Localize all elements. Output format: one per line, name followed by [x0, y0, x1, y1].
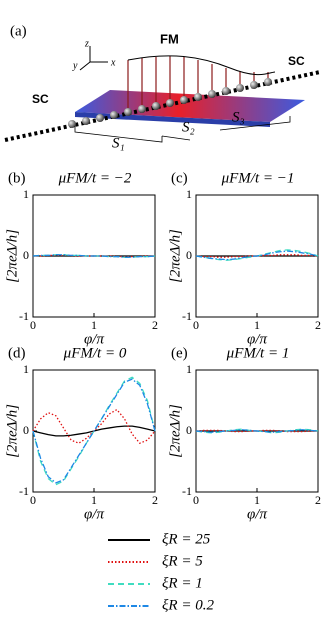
- y-tick-label: 1: [186, 362, 192, 376]
- sc-label: SC: [32, 92, 49, 106]
- profile-curve: [127, 55, 276, 76]
- region-label: S₂: [182, 119, 195, 135]
- series-line: [32, 254, 156, 258]
- sc-label: SC: [288, 54, 305, 68]
- x-tick-label: 0: [193, 318, 199, 332]
- y-axis-label: [2πeΔ/h]: [167, 229, 183, 283]
- y-tick-label: 0: [186, 423, 192, 437]
- legend-label: ξR = 1: [162, 575, 203, 591]
- y-tick-label: -1: [19, 484, 29, 498]
- ferromagnet-slab: [75, 90, 305, 122]
- x-tick-label: 2: [315, 318, 321, 332]
- x-tick-label: 2: [152, 493, 158, 507]
- y-tick-label: 0: [23, 423, 29, 437]
- chart-title: μFM/t = 1: [226, 345, 290, 361]
- y-tick-label: 1: [23, 187, 29, 201]
- y-tick-label: 1: [23, 362, 29, 376]
- x-tick-label: 1: [91, 318, 97, 332]
- x-tick-label: 2: [315, 493, 321, 507]
- x-axis-label: φ/π: [247, 331, 267, 347]
- series-line: [195, 254, 319, 258]
- y-axis-label: [2πeΔ/h]: [4, 404, 20, 458]
- fm-label: FM: [160, 31, 179, 46]
- x-tick-label: 1: [254, 493, 260, 507]
- series-line: [195, 250, 319, 261]
- panel-label: (c): [171, 170, 188, 186]
- series-line: [195, 429, 319, 433]
- region-label: S₁: [112, 135, 125, 151]
- spin-arrows: [127, 56, 269, 108]
- legend-label: ξR = 0.2: [162, 597, 214, 613]
- y-tick-label: -1: [182, 309, 192, 323]
- x-axis-label: φ/π: [247, 506, 267, 522]
- x-tick-label: 1: [91, 493, 97, 507]
- atoms: [68, 78, 272, 128]
- x-tick-label: 0: [193, 493, 199, 507]
- region-label: S₃: [232, 109, 245, 125]
- y-tick-label: 1: [186, 187, 192, 201]
- y-axis-label: [2πeΔ/h]: [167, 404, 183, 458]
- chart-title: μFM/t = 0: [63, 345, 127, 361]
- series-line: [32, 378, 156, 484]
- y-tick-label: -1: [182, 484, 192, 498]
- y-tick-label: 0: [186, 248, 192, 262]
- x-tick-label: 0: [30, 318, 36, 332]
- y-tick-label: -1: [19, 309, 29, 323]
- chart-title: μFM/t = −1: [221, 170, 295, 186]
- series-line: [195, 429, 318, 433]
- legend-label: ξR = 25: [162, 531, 211, 547]
- chart-title: μFM/t = −2: [58, 170, 132, 186]
- panel-label: (e): [171, 345, 188, 361]
- panel-label: (b): [8, 170, 26, 186]
- schematic: (a) x z y FM SC SC S₁ S₂ S₃: [4, 23, 321, 151]
- y-tick-label: 0: [23, 248, 29, 262]
- x-tick-label: 1: [254, 318, 260, 332]
- axis-name: z: [84, 38, 89, 49]
- axis-name: y: [72, 60, 78, 71]
- panel-label: (d): [8, 345, 26, 361]
- axis-arrow: [79, 61, 91, 71]
- panel-label: (a): [10, 23, 27, 39]
- x-tick-label: 0: [30, 493, 36, 507]
- legend-label: ξR = 5: [162, 553, 203, 569]
- x-axis-label: φ/π: [84, 331, 104, 347]
- x-tick-label: 2: [152, 318, 158, 332]
- y-axis-label: [2πeΔ/h]: [4, 229, 20, 283]
- axis-name: x: [110, 57, 116, 68]
- x-axis-label: φ/π: [84, 506, 104, 522]
- region-brackets: [74, 116, 291, 143]
- series-line: [195, 249, 319, 261]
